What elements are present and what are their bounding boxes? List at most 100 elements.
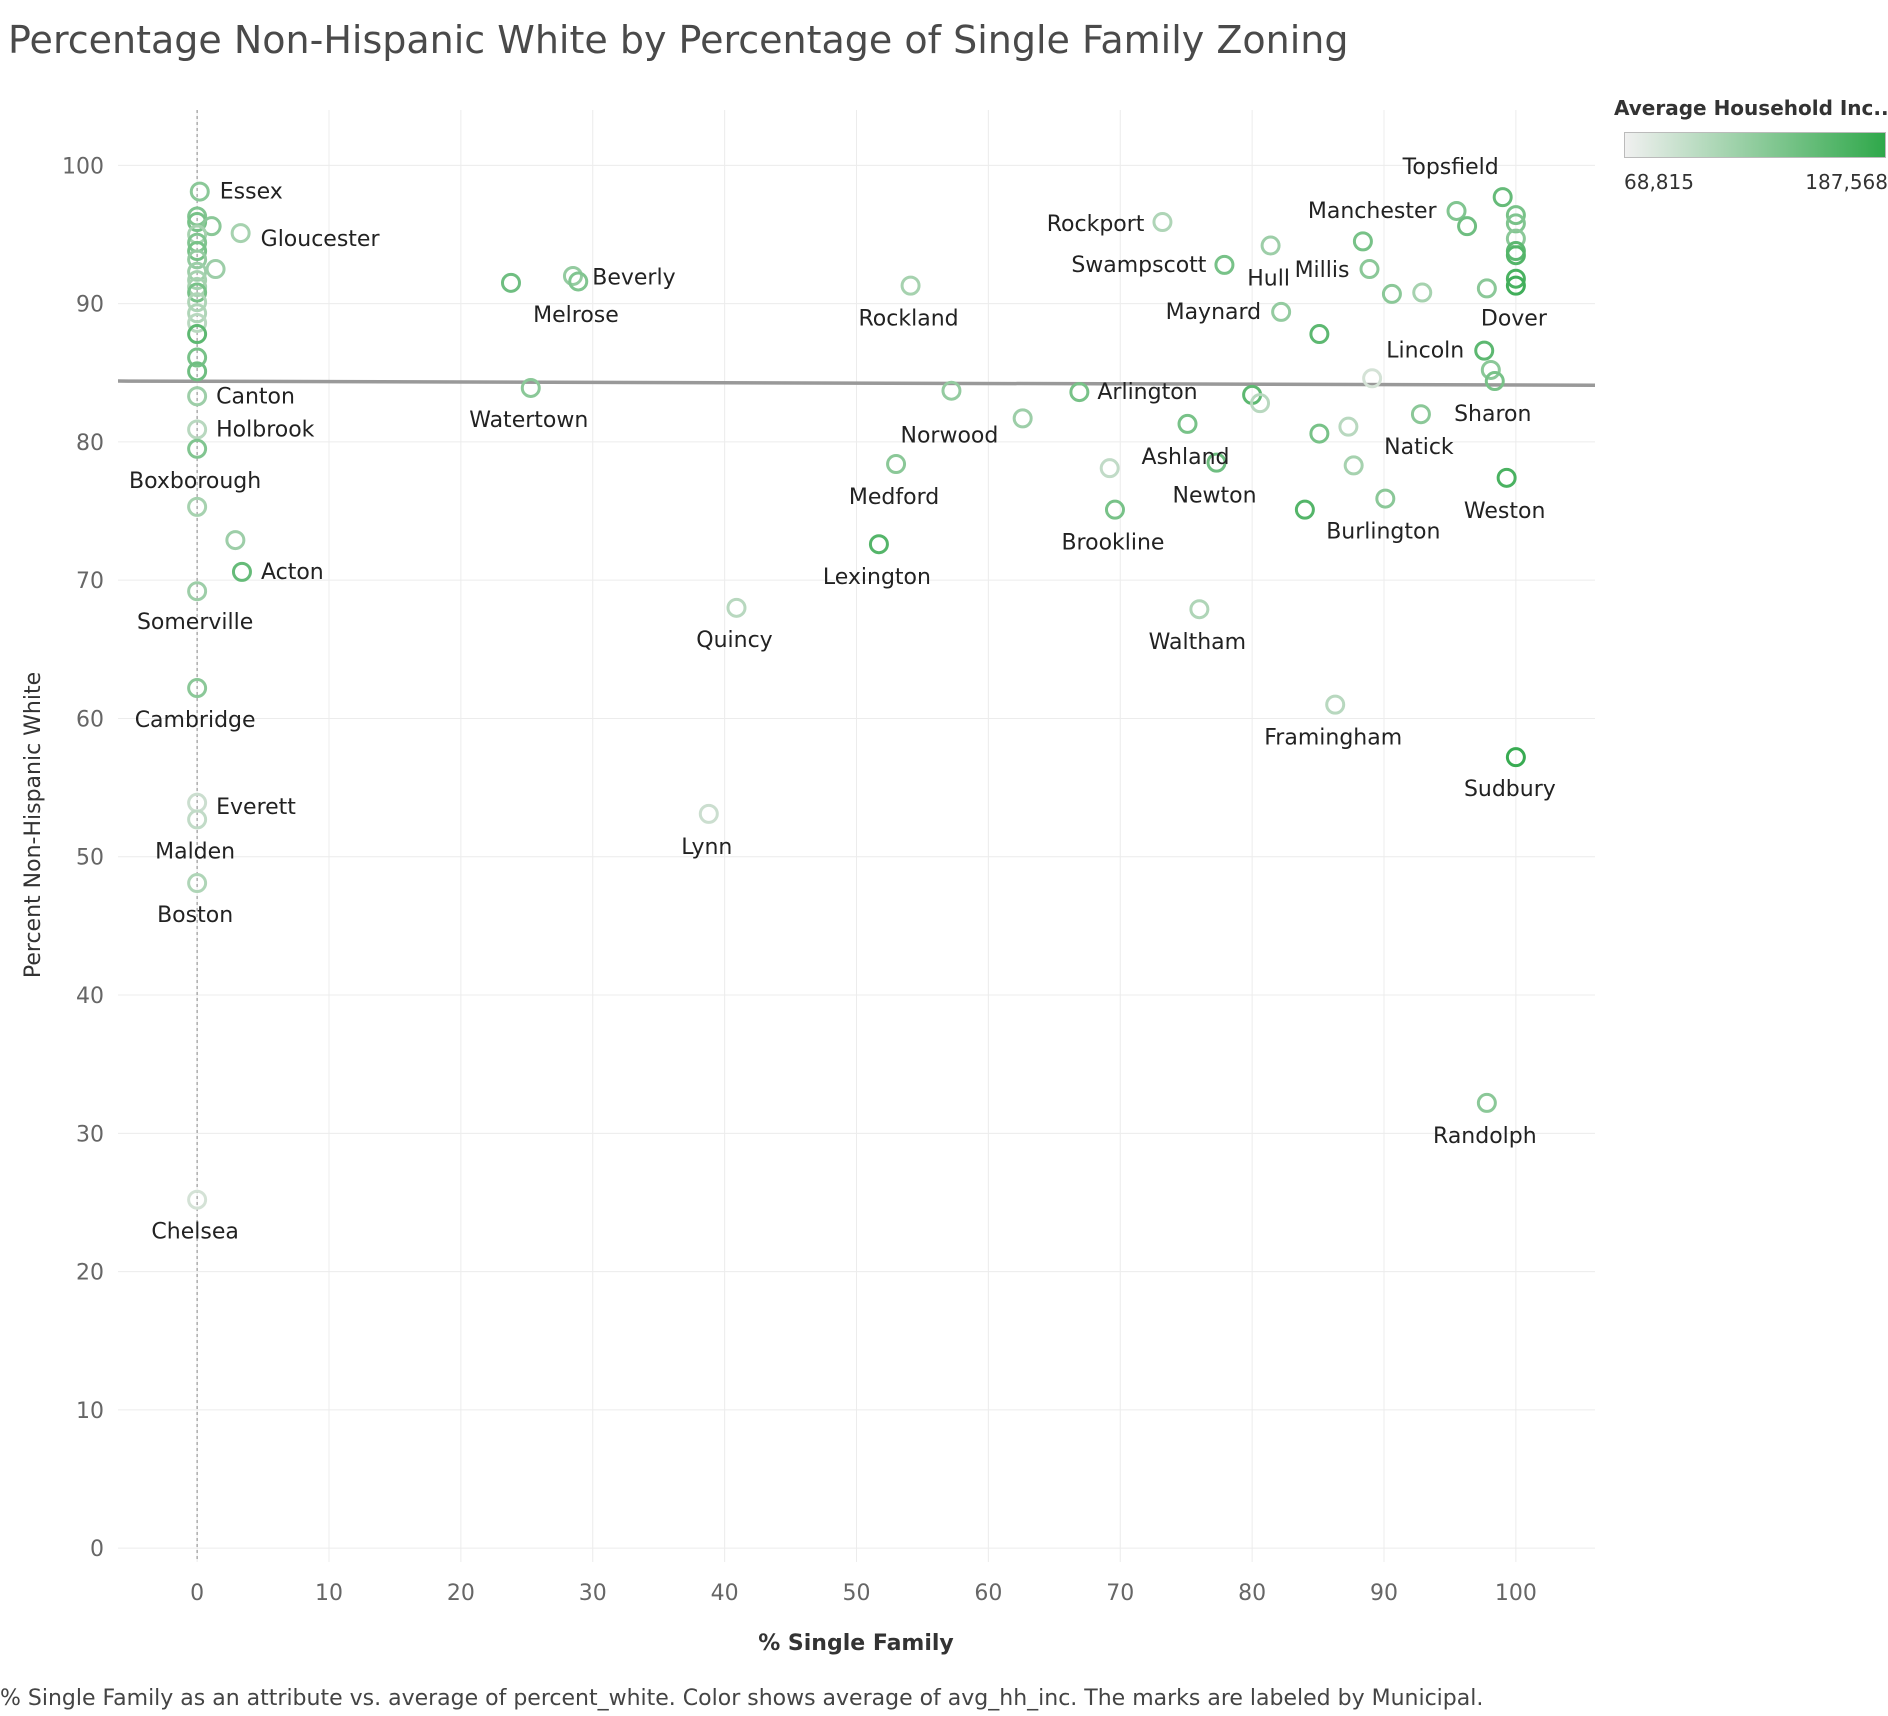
data-point[interactable] [187,386,208,407]
x-tick-label: 100 [1495,1581,1537,1606]
data-point[interactable] [1214,254,1235,275]
data-point[interactable] [1476,278,1497,299]
data-point[interactable] [187,249,208,270]
data-point[interactable] [726,597,747,618]
data-point[interactable] [1189,599,1210,620]
data-point[interactable] [562,265,583,286]
data-point[interactable] [187,419,208,440]
data-point[interactable] [187,261,208,282]
data-point[interactable] [1412,282,1433,303]
data-point[interactable] [187,873,208,894]
data-point[interactable] [231,561,252,582]
data-point[interactable] [187,438,208,459]
data-point[interactable] [1250,393,1271,414]
data-point[interactable] [187,678,208,699]
data-point[interactable] [187,292,208,313]
point-label: Boston [157,903,233,928]
point-label: Newton [1173,484,1257,509]
data-point[interactable] [1359,259,1380,280]
data-point[interactable] [1446,200,1467,221]
data-point[interactable] [187,303,208,324]
data-point[interactable] [1012,408,1033,429]
gridlines [118,110,1595,1562]
data-point[interactable] [187,361,208,382]
data-point[interactable] [1381,283,1402,304]
data-point[interactable] [1505,268,1526,289]
data-point[interactable] [1362,368,1383,389]
data-point[interactable] [500,272,521,293]
data-point[interactable] [205,259,226,280]
data-point[interactable] [900,275,921,296]
point-label: Essex [220,180,283,205]
data-point[interactable] [187,792,208,813]
data-point[interactable] [187,809,208,830]
y-tick-label: 0 [90,1537,104,1562]
data-point[interactable] [1338,416,1359,437]
point-label: Lexington [823,565,931,590]
data-point[interactable] [1152,212,1173,233]
data-point[interactable] [1206,452,1227,473]
data-point[interactable] [1496,467,1517,488]
point-label: Rockland [859,307,959,332]
point-label: Malden [155,839,235,864]
data-point[interactable] [187,496,208,517]
x-tick-label: 10 [315,1581,343,1606]
x-tick-label: 60 [974,1581,1002,1606]
data-point[interactable] [1505,213,1526,234]
data-point[interactable] [1476,1092,1497,1113]
data-point[interactable] [1457,216,1478,237]
y-axis-label: Percent Non-Hispanic White [21,672,46,978]
data-point[interactable] [187,241,208,262]
data-point[interactable] [1177,413,1198,434]
data-point[interactable] [568,271,589,292]
data-point[interactable] [1474,340,1495,361]
data-point[interactable] [187,581,208,602]
point-label: Framingham [1264,726,1402,751]
y-tick-label: 10 [76,1399,104,1424]
data-point[interactable] [1309,423,1330,444]
data-point[interactable] [189,181,210,202]
chart-title: Percentage Non-Hispanic White by Percent… [8,18,1349,62]
data-point[interactable] [1505,245,1526,266]
y-tick-label: 30 [76,1122,104,1147]
data-point[interactable] [1104,499,1125,520]
data-point[interactable] [187,312,208,333]
data-point[interactable] [1309,324,1330,345]
data-point[interactable] [1505,275,1526,296]
x-tick-label: 80 [1238,1581,1266,1606]
data-point[interactable] [1505,205,1526,226]
data-point[interactable] [1375,488,1396,509]
data-point[interactable] [187,270,208,291]
data-point[interactable] [1099,458,1120,479]
data-point[interactable] [1343,455,1364,476]
x-tick-label: 20 [447,1581,475,1606]
data-point[interactable] [1325,694,1346,715]
data-point[interactable] [187,277,208,298]
data-point[interactable] [868,534,889,555]
data-point[interactable] [1505,747,1526,768]
data-point[interactable] [941,380,962,401]
data-point[interactable] [225,530,246,551]
data-point[interactable] [187,324,208,345]
data-point[interactable] [187,1189,208,1210]
data-point[interactable] [187,347,208,368]
data-point[interactable] [698,803,719,824]
data-point[interactable] [1069,382,1090,403]
data-point[interactable] [1260,235,1281,256]
data-point[interactable] [1492,187,1513,208]
data-point[interactable] [1484,371,1505,392]
data-point[interactable] [230,223,251,244]
data-point[interactable] [1480,359,1501,380]
data-point[interactable] [1271,301,1292,322]
data-point[interactable] [1410,404,1431,425]
data-point[interactable] [1352,231,1373,252]
legend-min-label: 68,815 [1624,170,1694,194]
data-point[interactable] [1294,499,1315,520]
data-point[interactable] [187,282,208,303]
point-label: Maynard [1166,300,1262,325]
legend-title: Average Household Inc.. [1614,96,1888,120]
data-point[interactable] [886,454,907,475]
data-point[interactable] [520,377,541,398]
data-point[interactable] [201,216,222,237]
point-label: Ashland [1142,445,1230,470]
